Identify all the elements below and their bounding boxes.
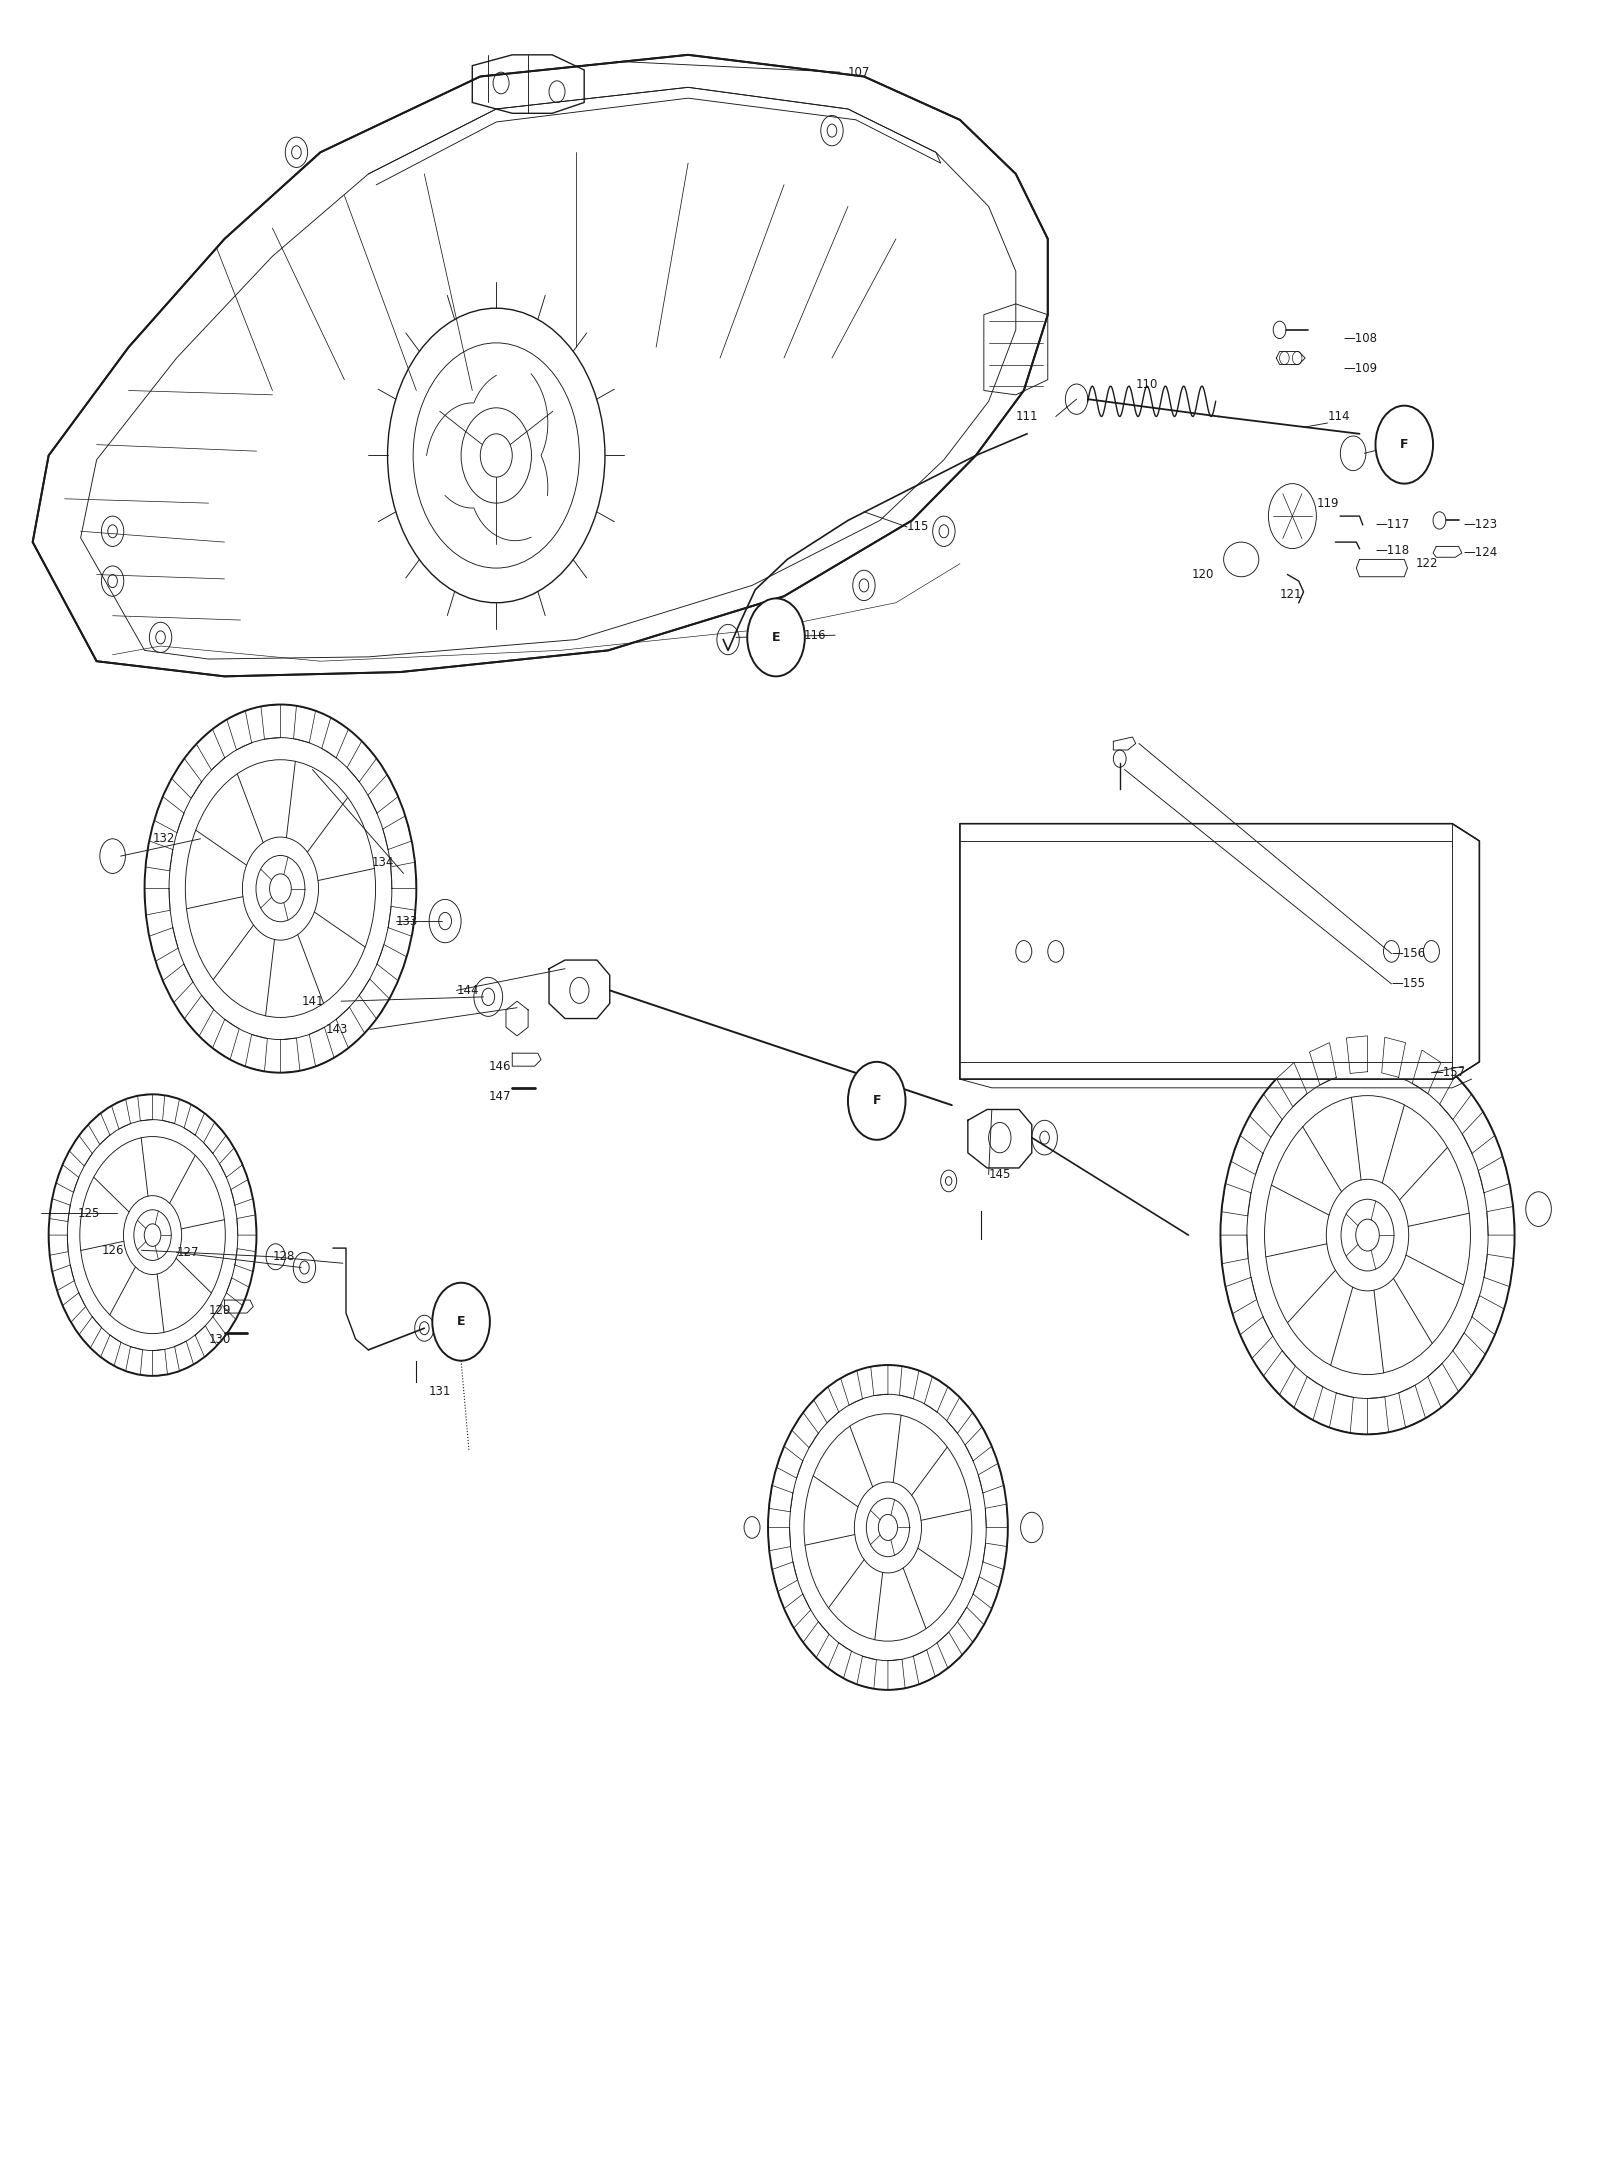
Text: —156: —156 bbox=[1392, 947, 1426, 960]
Text: 141: 141 bbox=[301, 995, 323, 1008]
Text: 130: 130 bbox=[208, 1333, 230, 1346]
Text: E: E bbox=[458, 1315, 466, 1328]
Polygon shape bbox=[960, 823, 1480, 1079]
Ellipse shape bbox=[1224, 542, 1259, 576]
Text: 122: 122 bbox=[1416, 557, 1438, 570]
Text: 121: 121 bbox=[1280, 587, 1302, 600]
Text: 129: 129 bbox=[208, 1305, 230, 1318]
Text: 127: 127 bbox=[176, 1246, 198, 1259]
Text: 120: 120 bbox=[1192, 568, 1214, 581]
Text: 145: 145 bbox=[989, 1168, 1011, 1181]
Circle shape bbox=[848, 1062, 906, 1140]
Text: 144: 144 bbox=[456, 984, 478, 997]
Polygon shape bbox=[32, 54, 1048, 676]
Circle shape bbox=[432, 1283, 490, 1361]
Text: —124: —124 bbox=[1464, 546, 1498, 559]
Text: 110: 110 bbox=[1136, 377, 1158, 390]
Text: 113: 113 bbox=[1400, 438, 1422, 451]
Text: F: F bbox=[872, 1094, 882, 1107]
Text: 107: 107 bbox=[848, 65, 870, 78]
Text: 133: 133 bbox=[395, 914, 418, 927]
Text: —157: —157 bbox=[1432, 1066, 1466, 1079]
Text: —155: —155 bbox=[1392, 977, 1426, 990]
Text: —117: —117 bbox=[1376, 518, 1410, 531]
Text: 126: 126 bbox=[101, 1244, 123, 1257]
Text: 115: 115 bbox=[907, 520, 930, 533]
Text: —123: —123 bbox=[1464, 518, 1498, 531]
Text: —108: —108 bbox=[1344, 332, 1378, 345]
Text: —109: —109 bbox=[1344, 362, 1378, 375]
Circle shape bbox=[747, 598, 805, 676]
Text: 128: 128 bbox=[272, 1250, 294, 1263]
Text: 146: 146 bbox=[488, 1060, 510, 1073]
Text: 125: 125 bbox=[77, 1207, 99, 1220]
Text: E: E bbox=[771, 631, 781, 644]
Text: 147: 147 bbox=[488, 1090, 510, 1103]
Text: 143: 143 bbox=[325, 1023, 347, 1036]
Text: 119: 119 bbox=[1317, 496, 1339, 509]
Circle shape bbox=[480, 433, 512, 477]
Text: 114: 114 bbox=[1328, 410, 1350, 423]
Text: F: F bbox=[1400, 438, 1408, 451]
Circle shape bbox=[1376, 405, 1434, 483]
Text: —118: —118 bbox=[1376, 544, 1410, 557]
Text: 131: 131 bbox=[429, 1385, 451, 1398]
Text: 116: 116 bbox=[803, 628, 826, 641]
Text: 134: 134 bbox=[371, 856, 394, 869]
Text: 111: 111 bbox=[1016, 410, 1038, 423]
Text: 132: 132 bbox=[152, 832, 174, 845]
